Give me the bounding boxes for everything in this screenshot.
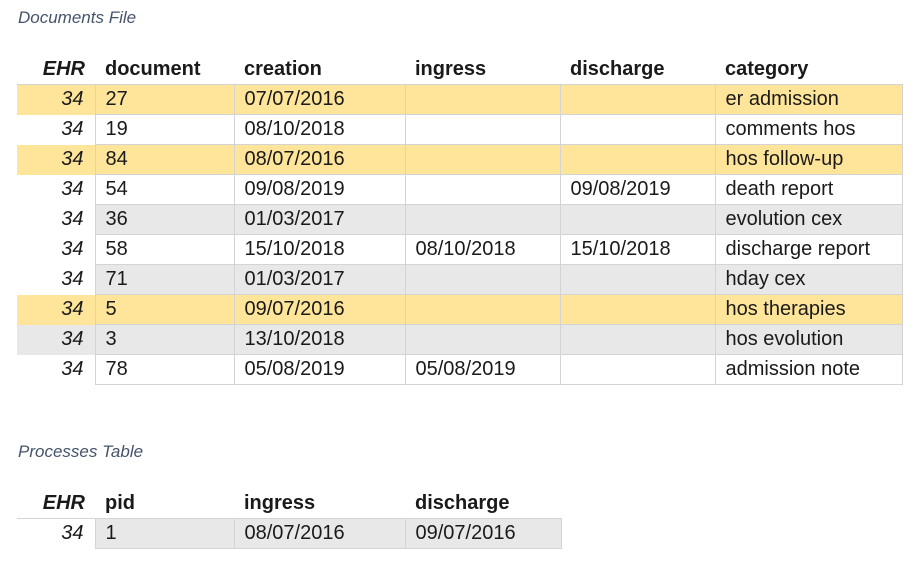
cell-ingress: [404, 264, 561, 295]
cell-creation: 08/10/2018: [233, 114, 406, 145]
cell-ehr: 34: [17, 204, 96, 235]
cell-ehr: 34: [17, 234, 96, 265]
cell-discharge: 09/07/2016: [404, 518, 562, 549]
table-row: 34 71 01/03/2017 hday cex: [17, 264, 903, 295]
table-row: 34 36 01/03/2017 evolution cex: [17, 204, 903, 235]
column-header-discharge: discharge: [570, 57, 665, 80]
cell-creation: 01/03/2017: [233, 264, 406, 295]
cell-document: 84: [94, 144, 235, 175]
cell-creation: 15/10/2018: [233, 234, 406, 265]
column-header-ehr: EHR: [42, 491, 85, 514]
cell-document: 5: [94, 294, 235, 325]
cell-category: er admission: [714, 84, 903, 115]
cell-ingress: [404, 174, 561, 205]
cell-category: admission note: [714, 354, 903, 385]
cell-discharge: [559, 114, 716, 145]
cell-document: 78: [94, 354, 235, 385]
cell-discharge: [559, 264, 716, 295]
cell-ingress: [404, 144, 561, 175]
column-header-document: document: [105, 57, 201, 80]
cell-document: 71: [94, 264, 235, 295]
table-row: 34 19 08/10/2018 comments hos: [17, 114, 903, 145]
cell-discharge: [559, 204, 716, 235]
processes-header-row: EHR pid ingress discharge: [17, 488, 561, 519]
cell-category: hos evolution: [714, 324, 903, 355]
cell-creation: 09/07/2016: [233, 294, 406, 325]
table-row: 34 78 05/08/2019 05/08/2019 admission note: [17, 354, 903, 385]
table-row: 34 27 07/07/2016 er admission: [17, 84, 903, 115]
cell-document: 54: [94, 174, 235, 205]
column-header-creation: creation: [244, 57, 322, 80]
cell-ehr: 34: [17, 264, 96, 295]
cell-ehr: 34: [17, 144, 96, 175]
cell-creation: 09/08/2019: [233, 174, 406, 205]
cell-ingress: [404, 324, 561, 355]
column-header-ingress: ingress: [415, 57, 487, 80]
table-row: 34 58 15/10/2018 08/10/2018 15/10/2018 discha…: [17, 234, 903, 265]
cell-creation: 08/07/2016: [233, 144, 406, 175]
cell-ingress: 05/08/2019: [404, 354, 561, 385]
cell-discharge: 09/08/2019: [559, 174, 716, 205]
cell-discharge: [559, 294, 716, 325]
column-header-ingress: ingress: [244, 491, 316, 514]
cell-ingress: 08/07/2016: [233, 518, 406, 549]
processes-table-title: Processes Table: [18, 442, 144, 461]
cell-pid: 1: [94, 518, 235, 549]
cell-creation: 01/03/2017: [233, 204, 406, 235]
cell-ingress: [404, 114, 561, 145]
column-header-category: category: [725, 57, 809, 80]
cell-category: hos follow-up: [714, 144, 903, 175]
cell-discharge: 15/10/2018: [559, 234, 716, 265]
cell-ingress: 08/10/2018: [404, 234, 561, 265]
documents-table: EHR document creation ingress discharge …: [17, 54, 903, 385]
cell-ehr: 34: [17, 518, 96, 549]
cell-ingress: [404, 84, 561, 115]
cell-document: 19: [94, 114, 235, 145]
cell-document: 36: [94, 204, 235, 235]
cell-category: death report: [714, 174, 903, 205]
cell-discharge: [559, 144, 716, 175]
cell-category: hos therapies: [714, 294, 903, 325]
cell-document: 58: [94, 234, 235, 265]
cell-ehr: 34: [17, 114, 96, 145]
cell-category: discharge report: [714, 234, 903, 265]
cell-discharge: [559, 84, 716, 115]
cell-category: comments hos: [714, 114, 903, 145]
cell-ehr: 34: [17, 174, 96, 205]
column-header-discharge: discharge: [415, 491, 510, 514]
cell-document: 27: [94, 84, 235, 115]
cell-ehr: 34: [17, 354, 96, 385]
cell-creation: 05/08/2019: [233, 354, 406, 385]
documents-file-title: Documents File: [18, 8, 137, 27]
cell-creation: 13/10/2018: [233, 324, 406, 355]
cell-ehr: 34: [17, 324, 96, 355]
documents-header-row: EHR document creation ingress discharge …: [17, 54, 902, 85]
cell-ehr: 34: [17, 294, 96, 325]
column-header-ehr: EHR: [42, 57, 85, 80]
processes-table: EHR pid ingress discharge 34 1 08/07/2016 0…: [17, 488, 562, 549]
table-row: 34 1 08/07/2016 09/07/2016: [17, 518, 562, 549]
cell-document: 3: [94, 324, 235, 355]
table-row: 34 84 08/07/2016 hos follow-up: [17, 144, 903, 175]
column-header-pid: pid: [105, 491, 135, 514]
cell-category: evolution cex: [714, 204, 903, 235]
table-row: 34 3 13/10/2018 hos evolution: [17, 324, 903, 355]
cell-ingress: [404, 294, 561, 325]
table-row: 34 54 09/08/2019 09/08/2019 death report: [17, 174, 903, 205]
cell-ingress: [404, 204, 561, 235]
cell-creation: 07/07/2016: [233, 84, 406, 115]
cell-discharge: [559, 324, 716, 355]
cell-category: hday cex: [714, 264, 903, 295]
cell-ehr: 34: [17, 84, 96, 115]
table-row: 34 5 09/07/2016 hos therapies: [17, 294, 903, 325]
cell-discharge: [559, 354, 716, 385]
